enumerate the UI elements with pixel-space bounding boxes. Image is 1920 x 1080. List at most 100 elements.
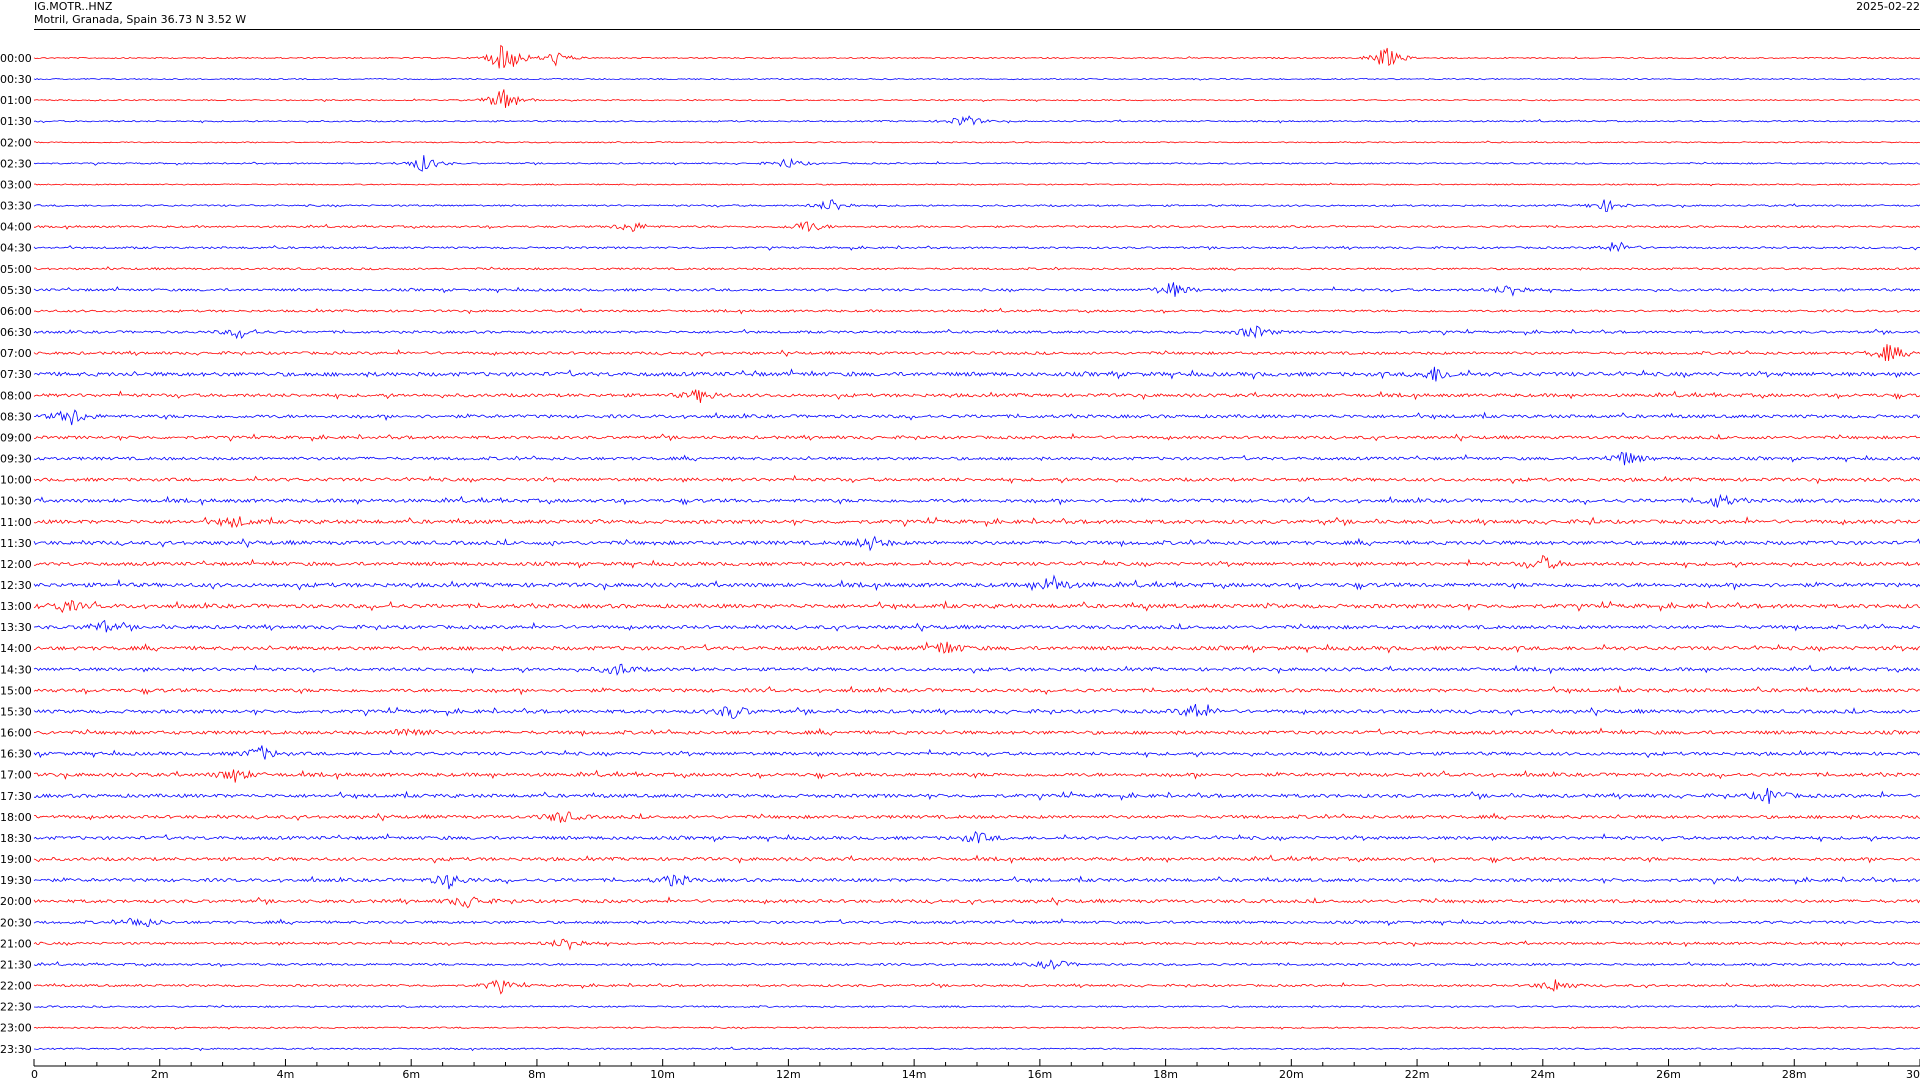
x-tick-label: 24m <box>1530 1068 1555 1080</box>
row-time-label: 07:30 <box>0 368 32 381</box>
row-time-label: 10:30 <box>0 495 32 508</box>
row-time-label: 04:30 <box>0 242 32 255</box>
row-time-label: 21:30 <box>0 958 32 971</box>
trace-row-28 <box>33 641 1920 654</box>
trace-row-20 <box>33 474 1920 485</box>
row-time-label: 13:00 <box>0 600 32 613</box>
row-labels: 00:00 00:30 01:00 01:30 02:00 02:30 03:00 03:30… <box>0 52 32 1056</box>
x-tick-label: 0 <box>31 1068 38 1080</box>
row-time-label: 19:30 <box>0 874 32 887</box>
trace-row-42 <box>33 938 1920 951</box>
trace-row-0 <box>33 44 1920 69</box>
x-tick-label: 16m <box>1028 1068 1053 1080</box>
trace-row-5 <box>33 155 1920 172</box>
row-time-label: 16:30 <box>0 748 32 761</box>
trace-row-43 <box>33 959 1920 971</box>
row-time-label: 01:30 <box>0 115 32 128</box>
station-code: IG.MOTR..HNZ <box>34 0 113 13</box>
row-time-label: 09:30 <box>0 453 32 466</box>
top-border <box>34 29 1920 30</box>
row-time-label: 17:00 <box>0 769 32 782</box>
row-time-label: 02:00 <box>0 136 32 149</box>
trace-row-11 <box>33 282 1920 297</box>
row-time-label: 22:00 <box>0 980 32 993</box>
trace-row-27 <box>33 619 1920 633</box>
row-time-label: 23:00 <box>0 1022 32 1035</box>
row-time-label: 11:00 <box>0 516 32 529</box>
station-header: IG.MOTR..HNZ Motril, Granada, Spain 36.7… <box>34 0 246 26</box>
trace-row-30 <box>33 685 1920 696</box>
trace-row-12 <box>33 307 1920 315</box>
x-tick-label: 4m <box>277 1068 295 1080</box>
trace-row-41 <box>33 917 1920 928</box>
row-time-label: 08:00 <box>0 389 32 402</box>
trace-row-17 <box>33 409 1920 426</box>
row-time-label: 07:00 <box>0 347 32 360</box>
trace-row-1 <box>33 77 1920 81</box>
x-tick-label: 12m <box>776 1068 801 1080</box>
row-time-label: 20:30 <box>0 916 32 929</box>
trace-row-45 <box>33 1003 1920 1009</box>
date-label: 2025-02-22 <box>1856 0 1920 13</box>
x-tick-label: 10m <box>650 1068 675 1080</box>
row-time-label: 09:00 <box>0 431 32 444</box>
row-time-label: 02:30 <box>0 157 32 170</box>
x-tick-label: 8m <box>528 1068 546 1080</box>
row-time-label: 22:30 <box>0 1001 32 1014</box>
row-time-label: 10:00 <box>0 474 32 487</box>
row-time-label: 04:00 <box>0 221 32 234</box>
trace-row-2 <box>33 89 1920 108</box>
row-time-label: 12:00 <box>0 558 32 571</box>
row-time-label: 03:30 <box>0 200 32 213</box>
row-time-label: 01:00 <box>0 94 32 107</box>
trace-row-37 <box>33 831 1920 844</box>
row-time-label: 06:00 <box>0 305 32 318</box>
trace-row-21 <box>33 493 1920 508</box>
trace-row-31 <box>33 703 1920 720</box>
row-time-label: 06:30 <box>0 326 32 339</box>
row-time-label: 23:30 <box>0 1043 32 1056</box>
x-tick-label: 14m <box>902 1068 927 1080</box>
row-time-label: 08:30 <box>0 410 32 423</box>
trace-row-46 <box>33 1026 1920 1030</box>
trace-row-3 <box>33 115 1920 126</box>
x-tick-label: 2m <box>151 1068 169 1080</box>
row-time-label: 18:00 <box>0 811 32 824</box>
trace-row-22 <box>33 516 1920 528</box>
trace-row-47 <box>33 1046 1920 1052</box>
row-time-label: 13:30 <box>0 621 32 634</box>
trace-row-14 <box>33 344 1920 361</box>
x-tick-label: 26m <box>1656 1068 1681 1080</box>
trace-row-7 <box>33 199 1920 212</box>
row-time-label: 19:00 <box>0 853 32 866</box>
row-time-label: 14:00 <box>0 642 32 655</box>
trace-row-16 <box>33 389 1920 403</box>
row-time-label: 16:00 <box>0 727 32 740</box>
row-time-label: 00:30 <box>0 73 32 86</box>
trace-row-9 <box>33 241 1920 253</box>
trace-row-4 <box>33 140 1920 144</box>
x-tick-label: 6m <box>402 1068 420 1080</box>
x-tick-label: 28m <box>1782 1068 1807 1080</box>
row-time-label: 11:30 <box>0 537 32 550</box>
x-tick-label: 18m <box>1153 1068 1178 1080</box>
x-tick-label: 30 <box>1906 1068 1920 1080</box>
row-time-label: 12:30 <box>0 579 32 592</box>
trace-row-19 <box>33 451 1920 466</box>
trace-row-29 <box>33 663 1920 676</box>
station-location: Motril, Granada, Spain 36.73 N 3.52 W <box>34 13 247 26</box>
row-time-label: 15:00 <box>0 684 32 697</box>
trace-row-44 <box>33 979 1920 995</box>
x-tick-label: 20m <box>1279 1068 1304 1080</box>
trace-row-38 <box>33 854 1920 865</box>
trace-row-34 <box>33 769 1920 783</box>
trace-row-13 <box>33 325 1920 340</box>
trace-row-39 <box>33 874 1920 890</box>
trace-row-26 <box>33 599 1920 614</box>
x-tick-label: 22m <box>1405 1068 1430 1080</box>
row-time-label: 03:00 <box>0 178 32 191</box>
row-time-label: 15:30 <box>0 705 32 718</box>
row-time-label: 20:00 <box>0 895 32 908</box>
x-axis: 0 2m 4m 6m 8m 10m 12m 14m 16m 18m 20m 22m 24m 26m 28m 3… <box>31 1059 1920 1080</box>
